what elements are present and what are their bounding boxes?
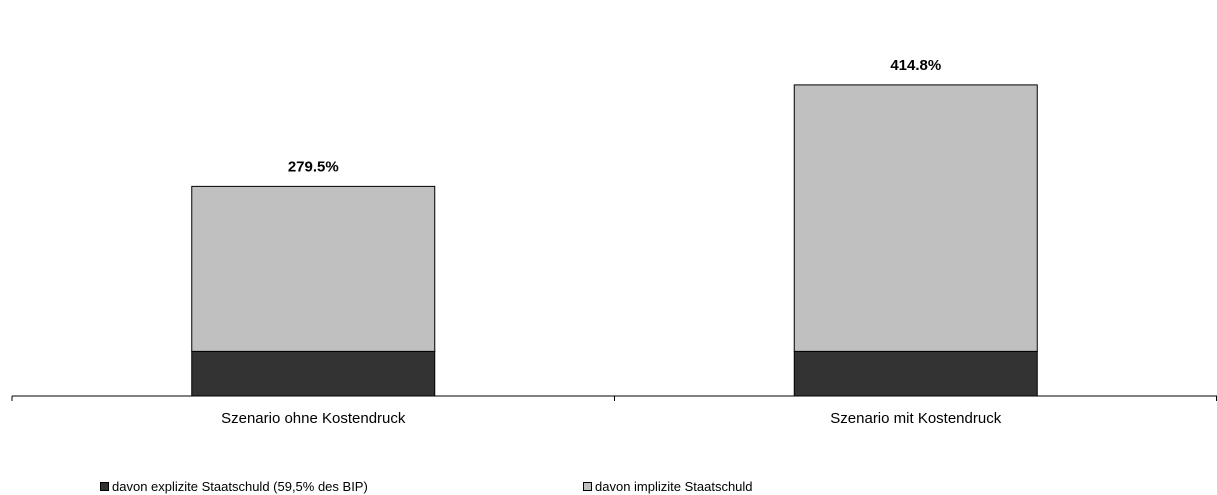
legend-label-explicit: davon explizite Staatschuld (59,5% des B…	[112, 479, 368, 494]
stacked-bar-chart: 279.5% Szenario ohne Kostendruck 414.8% Sze…	[11, 57, 1217, 427]
bar-segment-implicit	[793, 84, 1038, 352]
legend-label-implicit: davon implizite Staatschuld	[595, 479, 753, 494]
legend-item-implicit: davon implizite Staatschuld	[583, 480, 753, 493]
bar-segment-explicit	[191, 350, 436, 397]
bar-total-label: 279.5%	[288, 158, 339, 175]
legend-swatch-explicit	[100, 482, 109, 491]
legend-item-explicit: davon explizite Staatschuld (59,5% des B…	[100, 480, 368, 493]
bar-segment-implicit	[191, 185, 436, 352]
bar-total-label: 414.8%	[890, 57, 941, 74]
x-category-label: Szenario mit Kostendruck	[830, 410, 1001, 427]
legend-swatch-implicit	[583, 482, 592, 491]
bar-segment-explicit	[793, 350, 1038, 397]
x-category-label: Szenario ohne Kostendruck	[221, 410, 406, 427]
